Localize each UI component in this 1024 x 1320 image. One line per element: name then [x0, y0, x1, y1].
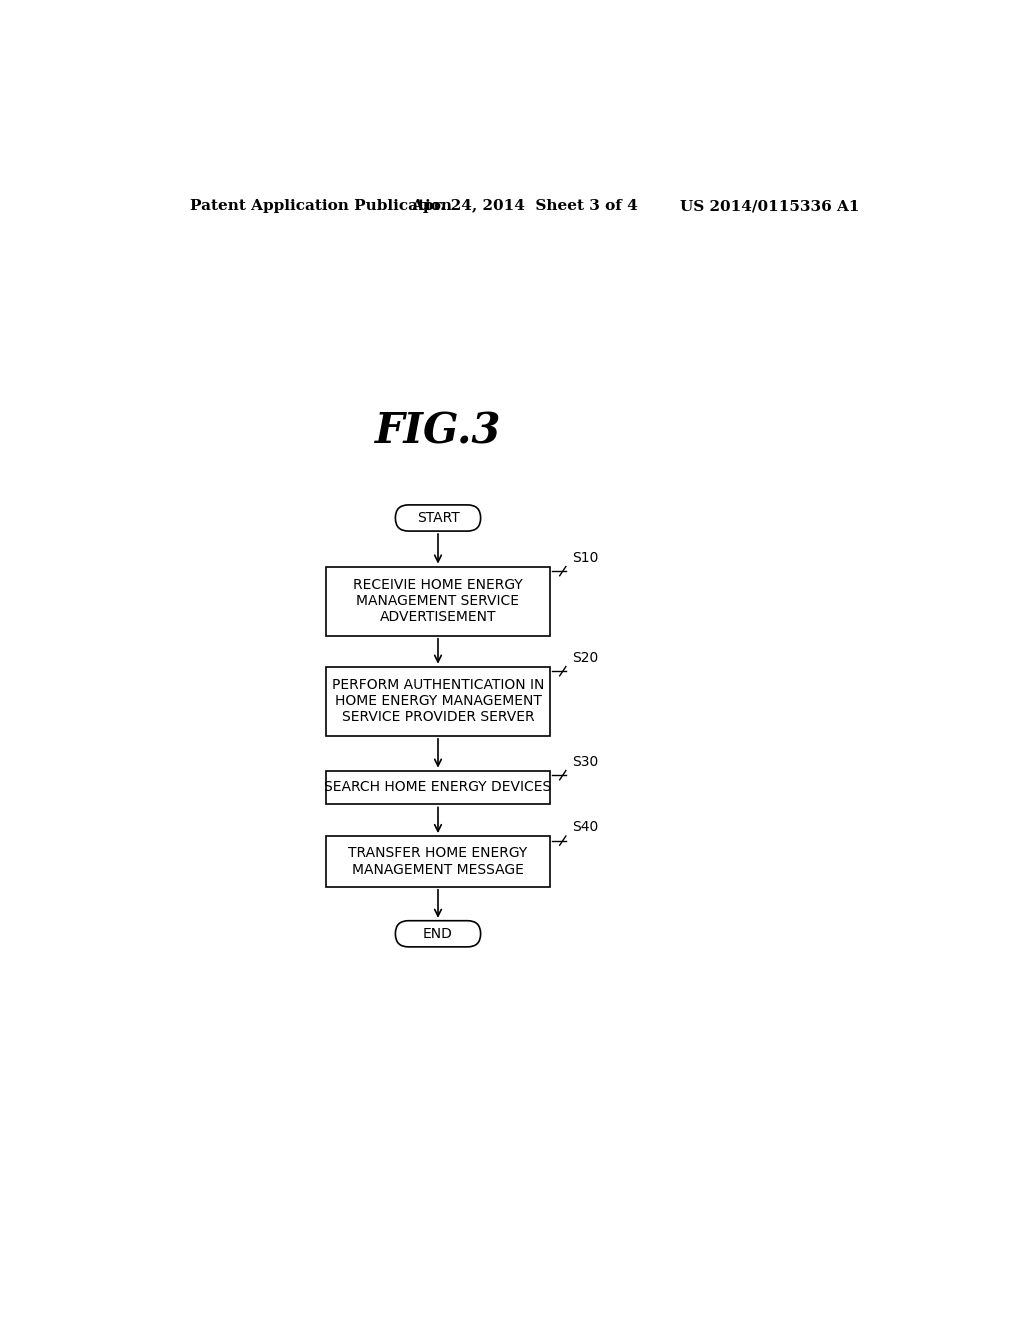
Text: S10: S10 — [572, 550, 598, 565]
Text: S40: S40 — [572, 821, 598, 834]
Text: END: END — [423, 927, 453, 941]
Text: RECEIVIE HOME ENERGY
MANAGEMENT SERVICE
ADVERTISEMENT: RECEIVIE HOME ENERGY MANAGEMENT SERVICE … — [353, 578, 523, 624]
Text: PERFORM AUTHENTICATION IN
HOME ENERGY MANAGEMENT
SERVICE PROVIDER SERVER: PERFORM AUTHENTICATION IN HOME ENERGY MA… — [332, 678, 544, 725]
Text: FIG.3: FIG.3 — [375, 411, 502, 453]
Bar — [326, 566, 550, 636]
Text: TRANSFER HOME ENERGY
MANAGEMENT MESSAGE: TRANSFER HOME ENERGY MANAGEMENT MESSAGE — [348, 846, 527, 876]
Text: START: START — [417, 511, 460, 525]
Text: Patent Application Publication: Patent Application Publication — [190, 199, 452, 213]
Text: S20: S20 — [572, 651, 598, 665]
FancyBboxPatch shape — [395, 506, 480, 531]
Bar — [326, 667, 550, 737]
Text: US 2014/0115336 A1: US 2014/0115336 A1 — [680, 199, 859, 213]
Text: Apr. 24, 2014  Sheet 3 of 4: Apr. 24, 2014 Sheet 3 of 4 — [412, 199, 638, 213]
FancyBboxPatch shape — [395, 921, 480, 946]
Text: SEARCH HOME ENERGY DEVICES: SEARCH HOME ENERGY DEVICES — [325, 780, 552, 795]
Bar — [326, 771, 550, 804]
Bar — [326, 836, 550, 887]
Text: S30: S30 — [572, 755, 598, 770]
